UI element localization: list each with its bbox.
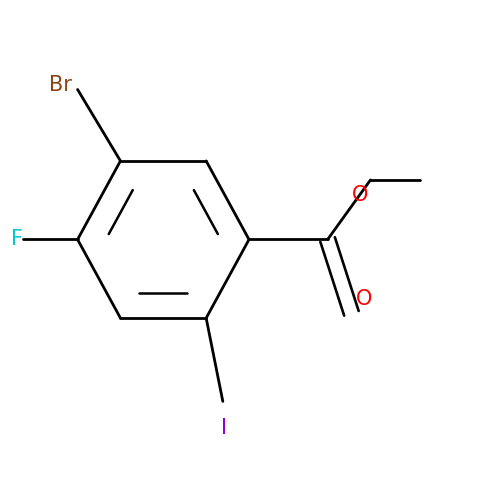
Text: Br: Br — [49, 75, 72, 95]
Text: I: I — [221, 418, 227, 438]
Text: F: F — [11, 229, 23, 250]
Text: O: O — [356, 288, 373, 308]
Text: O: O — [352, 185, 368, 205]
